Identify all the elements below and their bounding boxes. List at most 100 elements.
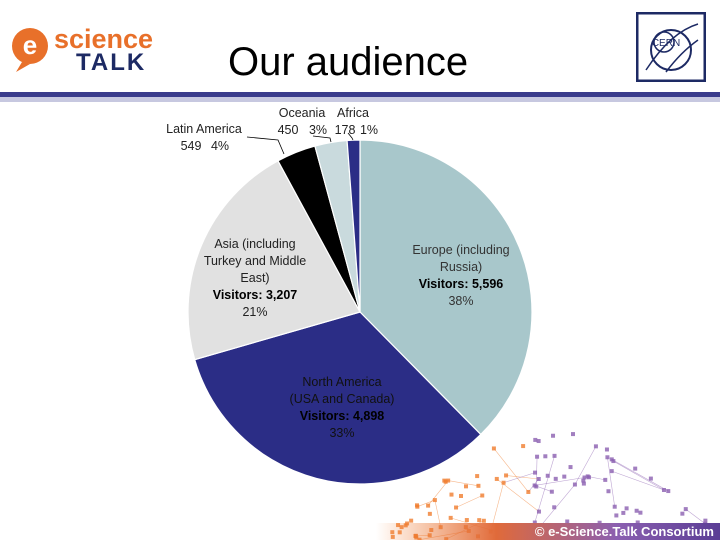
network-node: [536, 509, 541, 514]
network-node: [634, 508, 639, 513]
network-node: [521, 444, 526, 449]
network-node: [703, 518, 708, 523]
network-node: [621, 510, 626, 515]
network-node: [536, 439, 541, 444]
escience-talk-logo: e science TALK: [12, 24, 153, 74]
latin-america-percent: 4%: [211, 139, 229, 153]
network-node: [624, 506, 629, 511]
network-node: [415, 504, 420, 509]
network-link: [607, 457, 616, 507]
network-node: [454, 505, 459, 510]
north-america-label-1: North America: [302, 375, 381, 389]
cern-logo: CERN: [636, 12, 706, 82]
network-node: [532, 520, 537, 525]
network-node: [593, 444, 598, 449]
network-node: [605, 455, 610, 460]
network-node: [581, 481, 586, 486]
network-node: [475, 474, 480, 479]
network-node: [603, 477, 608, 482]
page-title: Our audience: [228, 40, 469, 84]
network-node: [464, 484, 469, 489]
north-america-label-2: (USA and Canada): [290, 392, 395, 406]
network-node: [449, 492, 454, 497]
europe-label-2: Russia): [440, 260, 482, 274]
europe-visitors: Visitors: 5,596: [419, 277, 504, 291]
europe-label-1: Europe (including: [412, 243, 509, 257]
network-node: [543, 454, 548, 459]
cern-logo-text: CERN: [652, 38, 680, 49]
logo-talk: TALK: [76, 49, 146, 74]
network-node: [552, 453, 557, 458]
network-link: [448, 480, 479, 487]
pie-slice-europe: [359, 139, 533, 436]
asia-visitors: Visitors: 3,207: [213, 288, 298, 302]
network-link: [611, 470, 665, 491]
asia-percent: 21%: [242, 305, 267, 319]
network-node: [432, 498, 437, 503]
oceania-leader-line: [312, 135, 332, 143]
network-node: [635, 520, 640, 525]
europe-percent: 38%: [448, 294, 473, 308]
footer-bar: [376, 523, 720, 540]
network-node: [533, 437, 538, 442]
oceania-percent: 3%: [309, 123, 327, 137]
network-node: [614, 513, 619, 518]
network-link: [506, 475, 539, 480]
africa-value: 178: [335, 123, 356, 137]
network-node: [446, 478, 451, 483]
network-node: [565, 519, 570, 524]
latin-america-label: Latin America: [166, 122, 242, 136]
network-node: [606, 489, 611, 494]
network-node: [442, 478, 447, 483]
network-node: [680, 511, 685, 516]
network-node: [597, 520, 602, 525]
network-node: [666, 489, 671, 494]
africa-leader-line: [347, 132, 354, 141]
network-node: [504, 473, 509, 478]
network-node: [491, 446, 496, 451]
network-node: [661, 488, 666, 493]
asia-label-1: Asia (including: [214, 237, 295, 251]
latin-america-value: 549: [181, 139, 202, 153]
network-node: [604, 447, 609, 452]
network-node: [612, 504, 617, 509]
pie-slice-north-america: [193, 311, 482, 485]
network-link: [574, 446, 597, 485]
network-node: [535, 454, 540, 459]
network-link: [685, 508, 706, 525]
network-node: [481, 518, 486, 523]
title-rule: [0, 92, 720, 102]
network-node: [611, 459, 616, 464]
network-link: [417, 499, 435, 507]
oceania-value: 450: [278, 123, 299, 137]
network-link: [503, 472, 536, 484]
north-america-percent: 33%: [329, 426, 354, 440]
pie-slice-asia: [187, 160, 361, 361]
network-node: [494, 476, 499, 481]
network-node: [609, 469, 614, 474]
network-node: [536, 476, 541, 481]
latin-america-leader-line: [246, 136, 285, 155]
network-node: [551, 433, 556, 438]
network-node: [553, 476, 558, 481]
network-node: [638, 510, 643, 515]
network-node: [448, 515, 453, 520]
network-node: [459, 493, 464, 498]
network-node: [501, 480, 506, 485]
asia-label-3: East): [240, 271, 269, 285]
network-node: [582, 475, 587, 480]
asia-label-2: Turkey and Middle: [204, 254, 306, 268]
north-america-visitors: Visitors: 4,898: [300, 409, 385, 423]
network-node: [585, 474, 590, 479]
network-node: [549, 489, 554, 494]
network-node: [477, 518, 482, 523]
network-node: [648, 476, 653, 481]
network-node: [683, 507, 688, 512]
network-node: [568, 465, 573, 470]
network-node: [633, 466, 638, 471]
network-node: [545, 473, 550, 478]
network-node: [533, 470, 538, 475]
network-node: [427, 511, 432, 516]
logo-mark: e: [23, 30, 37, 60]
